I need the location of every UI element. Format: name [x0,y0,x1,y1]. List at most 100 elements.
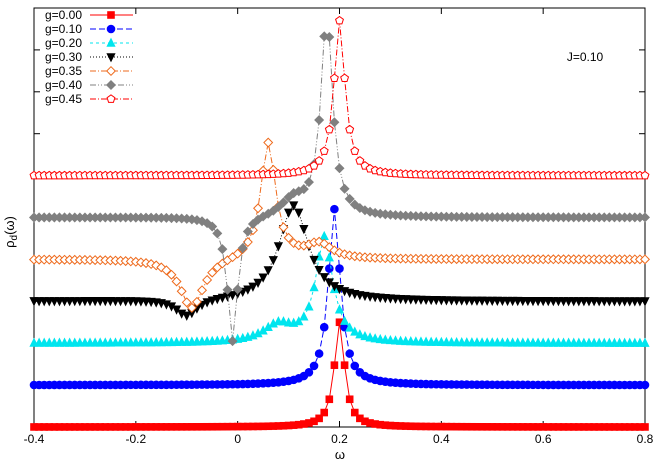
x-axis-ticks: -0.4 -0.2 0 0.2 0.4 0.6 0.8 [24,8,654,446]
data-point [242,226,253,237]
data-point [375,333,385,344]
legend-item: g=0.45 [45,92,133,106]
data-point [146,259,157,270]
data-point [319,322,329,332]
series-g=0.40 [28,31,651,347]
data-point [340,361,349,369]
data-point [278,316,289,326]
data-point [242,237,253,248]
data-point [278,197,289,208]
series-layer [28,15,651,431]
data-point [365,332,375,342]
legend-marker [106,37,116,47]
y-axis-ticks [34,49,645,428]
legend-item: g=0.20 [45,36,133,50]
data-point [640,337,650,347]
series-g=0.20 [29,230,650,347]
legend-label: g=0.40 [45,78,82,92]
series-line [33,20,646,177]
data-point [329,117,340,128]
data-point [370,333,380,343]
data-point [344,193,355,204]
data-point [288,238,299,249]
data-point [314,115,325,126]
x-tick-label: -0.2 [125,432,146,446]
series-g=0.10 [29,204,650,390]
data-point [334,304,345,314]
data-point [166,269,177,280]
data-point [335,15,344,25]
data-point [345,124,355,134]
data-point [197,285,208,296]
data-point [334,163,345,174]
data-point [639,254,651,265]
data-point [315,414,323,423]
data-point [309,282,319,292]
series-line [34,209,646,386]
data-point [273,242,284,252]
data-point [303,177,314,188]
data-point [349,199,360,210]
legend-label: g=0.10 [45,22,82,36]
data-point [324,252,334,262]
data-point [191,296,202,307]
legend-marker [105,79,117,91]
x-tick-label: 0.8 [637,432,654,446]
y-axis-label-tail: (ω) [2,216,17,235]
data-point [350,146,360,155]
data-point [212,228,223,239]
data-point [324,32,335,43]
data-point [268,256,278,266]
data-point [641,423,649,431]
data-point [380,334,390,344]
data-point [298,184,309,195]
data-point [237,242,248,253]
annotation-label: J=0.10 [567,50,604,64]
data-point [289,201,299,211]
data-point [304,301,314,311]
data-point [207,221,218,232]
data-point [309,361,319,371]
data-point [314,349,324,358]
data-point [176,286,187,297]
data-point [319,146,329,155]
data-point [243,285,253,295]
data-point [350,408,359,417]
data-point [294,208,304,218]
legend-item: g=0.10 [45,22,133,36]
legend-item: g=0.30 [45,50,133,64]
data-point [329,73,339,83]
data-point [222,284,233,295]
series-g=0.35 [28,137,651,313]
data-point [247,218,258,229]
data-point [355,329,365,339]
data-point [186,302,197,313]
x-tick-label: 0.4 [433,432,450,446]
data-point [197,216,208,227]
data-point [283,232,294,243]
y-axis-label: ρd(ω) [2,216,20,248]
data-point [207,267,218,278]
legend-label: g=0.00 [45,8,82,22]
data-point [309,255,319,266]
y-axis-label-sub: d [9,235,20,241]
data-point [181,297,192,308]
data-point [345,322,355,332]
data-point [345,349,354,358]
data-point [324,242,335,253]
data-point [232,284,243,295]
legend-item: g=0.40 [45,78,133,92]
data-point [253,278,263,288]
data-point [161,265,172,276]
data-point [171,276,182,287]
data-point [304,368,314,377]
data-point [248,282,258,292]
data-point [639,212,651,223]
data-point [314,156,324,165]
y-axis-label-main: ρ [2,240,17,247]
data-point [263,137,274,148]
legend-label: g=0.35 [45,64,82,78]
data-point [640,380,650,390]
x-tick-label: 0.2 [331,432,348,446]
